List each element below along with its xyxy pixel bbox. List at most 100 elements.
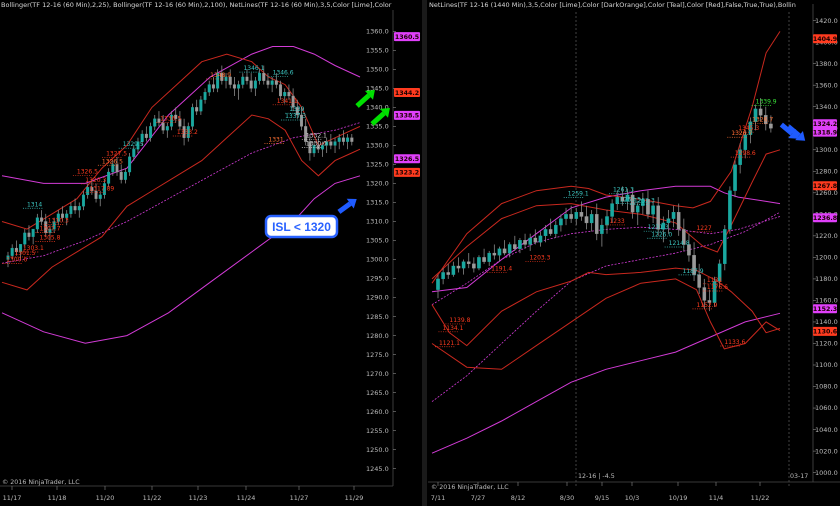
candle-body [44,221,48,234]
daily-bands [431,31,781,454]
price-marker-box [394,32,420,42]
candle-body [641,199,645,206]
price-marker-value: 1344.2 [395,90,419,97]
candle-body [728,190,732,230]
net-label: 1339 [289,106,304,113]
candle-body [687,244,691,256]
net-label: 1259.1 [568,190,589,197]
candle-body [446,272,451,275]
candle-body [245,76,249,81]
price-tick-label: 1160.0 [815,297,838,305]
candle-body [182,126,186,138]
candle-body [207,84,211,93]
candle-body [123,171,127,180]
band-line-upper-band-25 [431,31,781,284]
candle-body [228,76,232,85]
price-marker-box [813,181,837,191]
candle-body [98,194,102,199]
price-marker-box [394,154,420,164]
candle-body [165,126,169,131]
price-tick-label: 1200.0 [815,254,838,262]
hourly-plot-area [0,0,393,486]
candle-body [600,224,604,234]
net-label: 1345.3 [738,125,759,132]
price-tick-label: 1265.0 [366,389,389,397]
price-marker-value: 1152.3 [813,306,837,313]
time-tick-label: 9/15 [595,494,610,502]
price-marker-box [813,326,837,336]
net-label: 1329.5 [123,141,144,148]
daily-chart-title: NetLines(TF 12-16 (1440 Min),3,5,Color [… [429,1,796,9]
price-tick-label: 1120.0 [815,340,838,348]
time-tick-label: 7/27 [471,494,486,502]
band-line-lower-band-100 [1,175,361,344]
price-marker-value: 1267.8 [813,183,837,190]
price-marker-box [813,127,837,137]
price-tick-label: 1140.0 [815,318,838,326]
candle-body [35,217,39,230]
candle-body [656,205,661,230]
time-tick-label: 10/19 [669,494,688,502]
price-marker-value: 1404.9 [813,36,837,43]
candle-body [253,80,257,89]
price-tick-label: 1275.0 [366,351,389,359]
candle-body [615,196,620,204]
candle-body [220,72,224,81]
candle-body [266,80,270,85]
net-label: 1227 [696,225,711,232]
net-label: 1326.7 [752,117,773,124]
candle-body [743,134,748,150]
candle-body [161,122,165,131]
time-tick-label: 11/22 [143,494,162,502]
candle-body [312,145,316,154]
candle-body [456,265,461,269]
candle-body [140,133,144,142]
candle-body [682,229,686,245]
candle-body [487,252,492,262]
candle-body [52,221,56,230]
candle-body [304,126,308,142]
candle-body [564,214,568,219]
candle-body [14,247,18,253]
candle-body [27,232,31,237]
net-label: 1139.8 [449,317,470,324]
price-tick-label: 1245.0 [366,465,389,473]
candle-body [346,137,350,142]
net-label: 1339.9 [756,98,777,105]
net-label: 1252.3 [634,197,655,204]
time-tick-label: 7/11 [431,494,446,502]
candle-body [610,203,614,217]
hourly-candles [6,65,354,268]
hourly-copyright: © 2016 NinjaTrader, LLC [2,478,80,486]
candle-body [262,72,266,81]
candle-body [40,217,44,222]
band-line-lower-band-100 [431,312,781,454]
net-label: 1305.8 [39,234,60,241]
candle-body [295,107,299,116]
net-label: 1134.1 [442,325,463,332]
candle-body [492,252,497,256]
candle-body [543,229,548,237]
candle-body [119,171,123,180]
price-marker-value: 1236.8 [813,215,837,222]
candle-body [283,92,287,97]
net-label: 1326.5 [102,158,123,165]
candle-body [31,228,35,237]
candle-body [605,216,609,226]
up-arrow-icon [370,107,390,126]
candle-body [553,224,558,234]
candle-body [279,84,283,97]
price-marker-value: 1324.2 [813,121,837,128]
price-tick-label: 1305.0 [366,237,389,245]
candle-body [717,263,722,282]
candle-body [594,214,599,234]
price-tick-label: 1330.0 [366,142,389,150]
net-label: 1333.2 [177,129,198,136]
price-tick-label: 1000.0 [815,469,838,477]
candle-body [461,261,466,269]
time-tick-label: 11/20 [96,494,115,502]
price-tick-label: 1360.0 [815,81,838,89]
